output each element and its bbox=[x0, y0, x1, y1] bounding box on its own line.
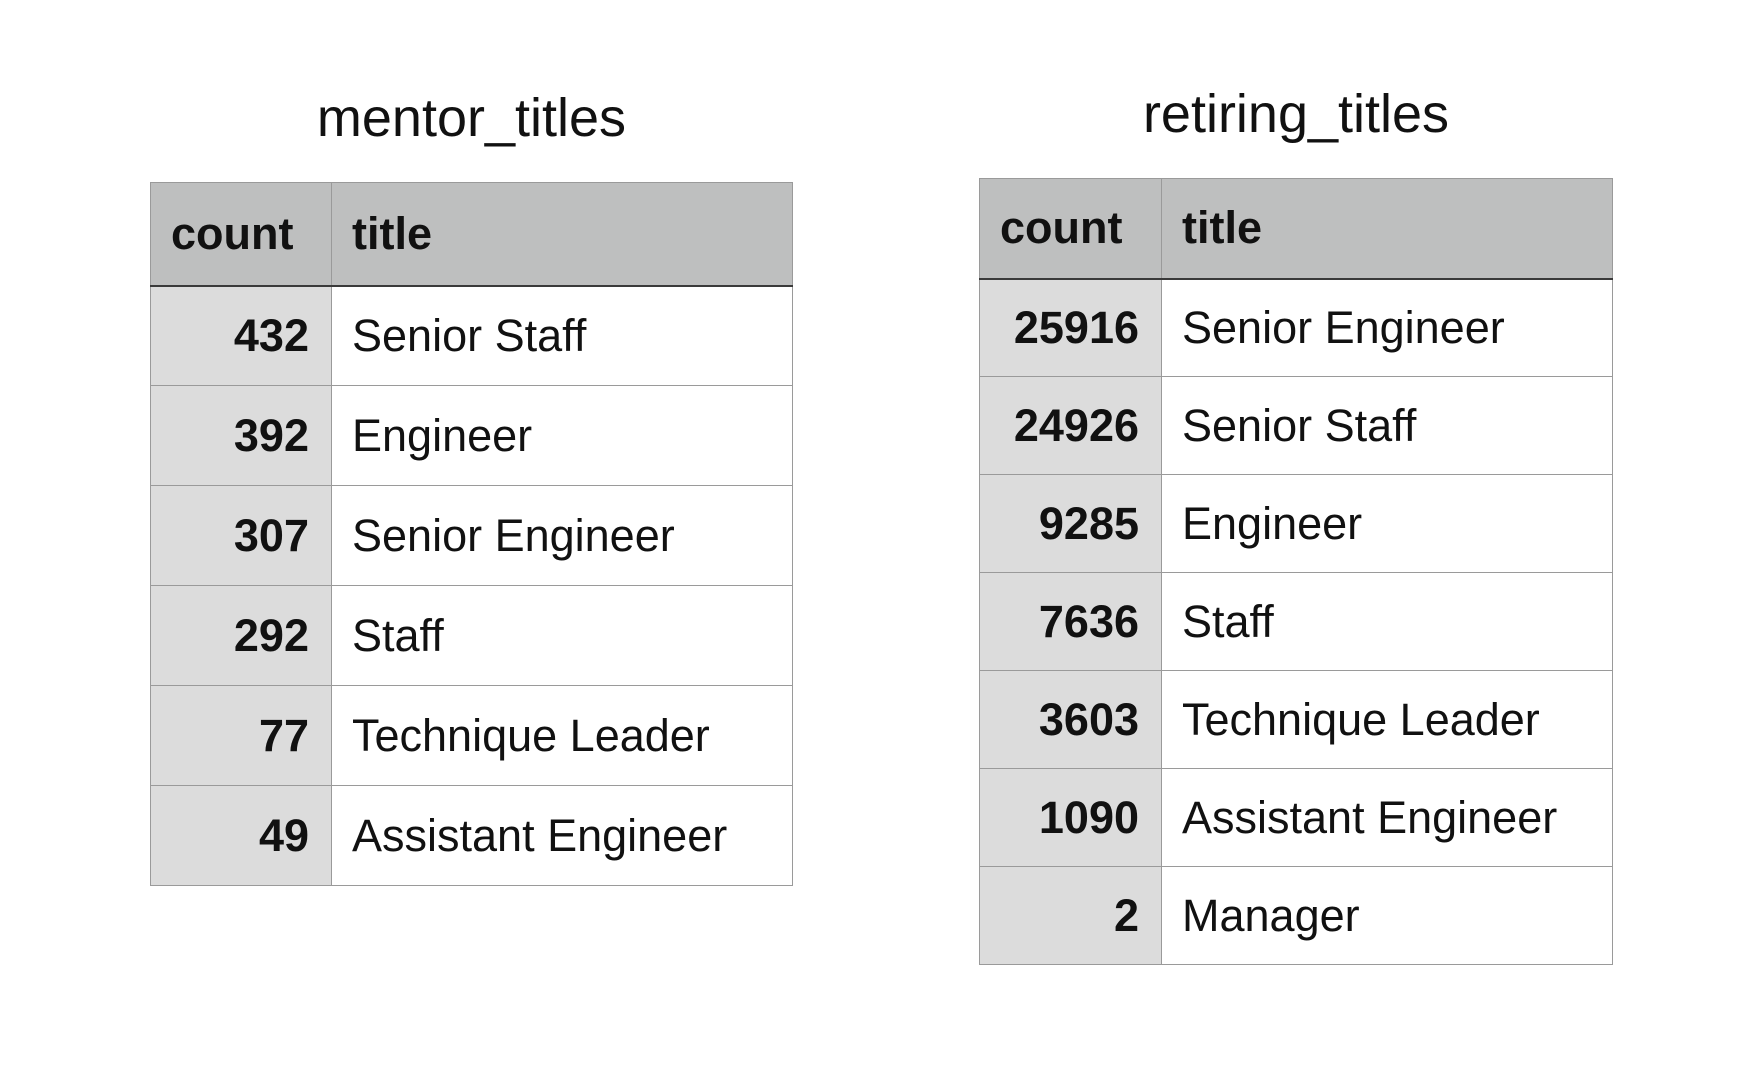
table-row: 25916 Senior Engineer bbox=[979, 278, 1613, 377]
header-row: count title bbox=[150, 182, 793, 287]
table-row: 7636 Staff bbox=[979, 572, 1613, 671]
header-row: count title bbox=[979, 178, 1613, 280]
count-cell: 77 bbox=[150, 685, 332, 786]
table-row: 3603 Technique Leader bbox=[979, 670, 1613, 769]
table-row: 392 Engineer bbox=[150, 385, 793, 486]
count-cell: 307 bbox=[150, 485, 332, 586]
count-cell: 1090 bbox=[979, 768, 1162, 867]
count-cell: 24926 bbox=[979, 376, 1162, 475]
count-cell: 2 bbox=[979, 866, 1162, 965]
table-title: retiring_titles bbox=[1142, 84, 1450, 144]
title-cell: Staff bbox=[331, 585, 793, 686]
title-cell: Senior Staff bbox=[1161, 376, 1613, 475]
column-header-title: title bbox=[1161, 178, 1613, 280]
title-cell: Technique Leader bbox=[1161, 670, 1613, 769]
table-row: 307 Senior Engineer bbox=[150, 485, 793, 586]
title-cell: Engineer bbox=[331, 385, 793, 486]
retiring-titles-panel: retiring_titles count title 25916 Senior… bbox=[979, 74, 1613, 965]
column-header-count: count bbox=[979, 178, 1162, 280]
table-row: 77 Technique Leader bbox=[150, 685, 793, 786]
table-row: 292 Staff bbox=[150, 585, 793, 686]
table-row: 2 Manager bbox=[979, 866, 1613, 965]
count-cell: 392 bbox=[150, 385, 332, 486]
title-cell: Assistant Engineer bbox=[1161, 768, 1613, 867]
title-cell: Technique Leader bbox=[331, 685, 793, 786]
title-cell: Senior Engineer bbox=[1161, 278, 1613, 377]
retiring-titles-table: count title 25916 Senior Engineer 24926 … bbox=[979, 178, 1613, 965]
count-cell: 9285 bbox=[979, 474, 1162, 573]
title-cell: Engineer bbox=[1161, 474, 1613, 573]
count-cell: 292 bbox=[150, 585, 332, 686]
count-cell: 25916 bbox=[979, 278, 1162, 377]
count-cell: 49 bbox=[150, 785, 332, 886]
table-row: 24926 Senior Staff bbox=[979, 376, 1613, 475]
count-cell: 432 bbox=[150, 285, 332, 386]
table-row: 9285 Engineer bbox=[979, 474, 1613, 573]
table-row: 432 Senior Staff bbox=[150, 285, 793, 386]
count-cell: 7636 bbox=[979, 572, 1162, 671]
table-row: 49 Assistant Engineer bbox=[150, 785, 793, 886]
column-header-title: title bbox=[331, 182, 793, 287]
mentor-titles-table: count title 432 Senior Staff 392 Enginee… bbox=[150, 182, 793, 886]
title-cell: Staff bbox=[1161, 572, 1613, 671]
title-cell: Manager bbox=[1161, 866, 1613, 965]
column-header-count: count bbox=[150, 182, 332, 287]
table-row: 1090 Assistant Engineer bbox=[979, 768, 1613, 867]
table-title: mentor_titles bbox=[316, 88, 627, 148]
title-cell: Senior Staff bbox=[331, 285, 793, 386]
mentor-titles-panel: mentor_titles count title 432 Senior Sta… bbox=[150, 78, 793, 886]
count-cell: 3603 bbox=[979, 670, 1162, 769]
title-cell: Senior Engineer bbox=[331, 485, 793, 586]
title-cell: Assistant Engineer bbox=[331, 785, 793, 886]
